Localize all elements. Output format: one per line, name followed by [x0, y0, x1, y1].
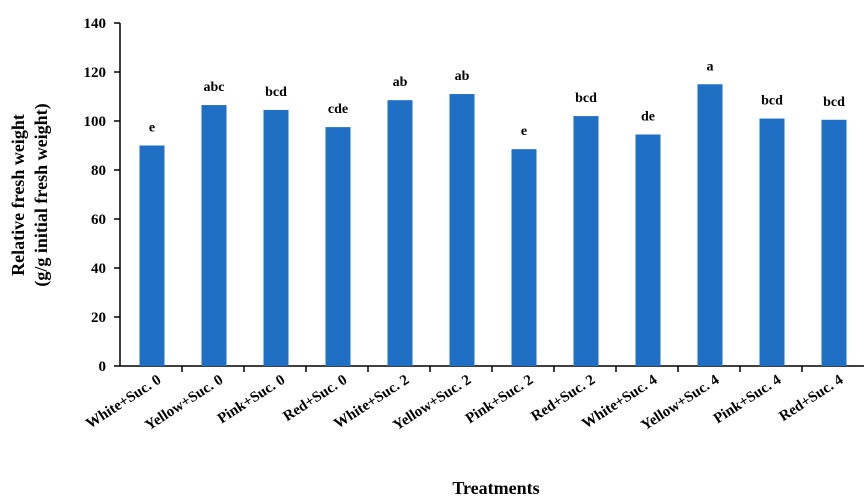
x-tick-label: Pink+Suc. 0 — [215, 372, 288, 427]
bar-significance-label: de — [641, 109, 655, 124]
bar — [511, 149, 537, 366]
bar — [201, 105, 227, 366]
bar-significance-label: a — [707, 59, 714, 74]
bar — [387, 100, 413, 367]
bar-significance-label: cde — [328, 102, 348, 117]
x-tick-label: Red+Suc. 4 — [776, 372, 846, 425]
y-tick-label: 80 — [91, 163, 106, 179]
bar-significance-label: e — [521, 124, 527, 139]
bar — [139, 145, 165, 366]
y-tick-label: 100 — [84, 114, 107, 130]
y-axis-title: Relative fresh weight (g/g initial fresh… — [8, 103, 52, 286]
y-tick-label: 140 — [84, 16, 107, 32]
bar — [573, 116, 599, 366]
bar-significance-label: ab — [455, 69, 470, 84]
bar — [635, 134, 661, 366]
x-axis-title: Treatments — [452, 478, 539, 498]
y-tick-label: 40 — [91, 261, 106, 277]
bar-significance-label: bcd — [575, 91, 597, 106]
y-tick-label: 60 — [91, 212, 106, 228]
bar — [821, 119, 847, 367]
bar-significance-label: abc — [204, 80, 225, 95]
y-axis-title-line-1: Relative fresh weight — [8, 114, 28, 276]
bar — [325, 127, 351, 366]
y-tick-label: 0 — [99, 359, 107, 375]
x-tick-label: Pink+Suc. 2 — [463, 372, 536, 427]
bar-significance-label: bcd — [823, 95, 845, 110]
bar — [263, 109, 289, 366]
bar-significance-label: e — [149, 121, 155, 136]
y-axis-title-line-2: (g/g initial fresh weight) — [31, 103, 52, 286]
bar-significance-label: bcd — [265, 85, 287, 100]
y-tick-label: 120 — [84, 65, 107, 81]
y-tick-label: 20 — [91, 310, 106, 326]
bar — [759, 118, 785, 366]
bar — [697, 84, 723, 366]
bar-significance-label: bcd — [761, 94, 783, 109]
bar — [449, 94, 475, 367]
bar-significance-label: ab — [393, 75, 408, 90]
x-tick-label: Pink+Suc. 4 — [711, 372, 785, 428]
